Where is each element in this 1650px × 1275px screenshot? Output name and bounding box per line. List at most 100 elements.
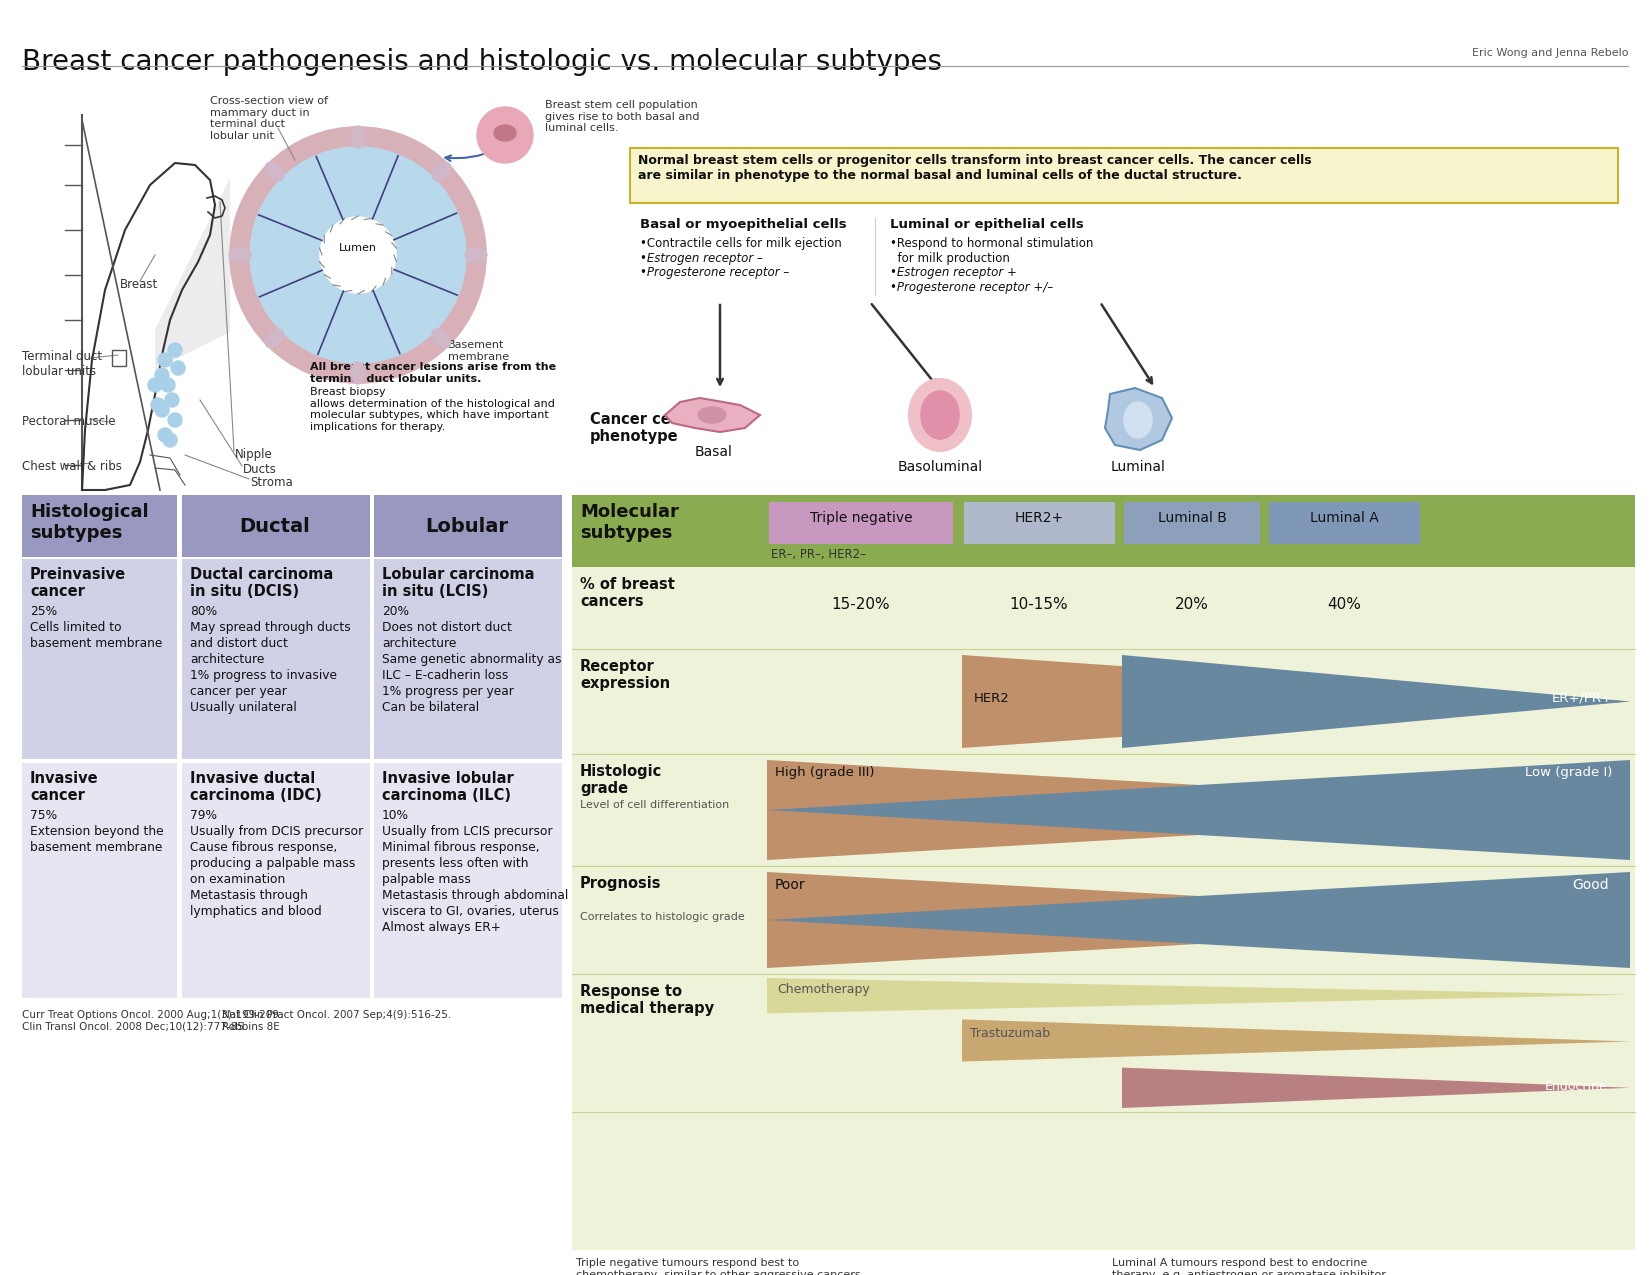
Polygon shape (1122, 655, 1630, 748)
Text: Normal breast stem cells or progenitor cells transform into breast cancer cells.: Normal breast stem cells or progenitor c… (639, 154, 1312, 182)
Polygon shape (1106, 388, 1171, 450)
Ellipse shape (1124, 402, 1152, 439)
Bar (375, 495, 563, 557)
Text: HER2: HER2 (974, 691, 1010, 705)
Bar (21, 762, 177, 998)
Circle shape (251, 147, 465, 363)
Bar (1269, 502, 1421, 544)
Bar (630, 148, 1619, 203)
Text: Stroma: Stroma (251, 476, 292, 490)
Text: Luminal A: Luminal A (1310, 511, 1378, 525)
Circle shape (168, 413, 182, 427)
Text: 80%
May spread through ducts
and distort duct
architecture
1% progress to invasi: 80% May spread through ducts and distort… (190, 606, 351, 714)
Text: Poor: Poor (776, 878, 805, 892)
Text: Molecular
subtypes: Molecular subtypes (581, 504, 678, 542)
Text: Basal: Basal (695, 445, 733, 459)
Bar (182, 495, 370, 557)
Circle shape (152, 398, 165, 412)
Circle shape (248, 145, 469, 365)
Text: •Progesterone receptor +/–: •Progesterone receptor +/– (889, 280, 1053, 295)
Ellipse shape (698, 407, 726, 423)
Text: •Progesterone receptor –: •Progesterone receptor – (640, 266, 789, 279)
Circle shape (320, 217, 396, 293)
Text: All breast cancer lesions arise from the
terminal duct lobular units.: All breast cancer lesions arise from the… (310, 362, 556, 384)
Bar (1124, 502, 1261, 544)
Circle shape (168, 343, 182, 357)
Text: Invasive lobular
carcinoma (ILC): Invasive lobular carcinoma (ILC) (383, 771, 513, 803)
Text: 15-20%: 15-20% (832, 597, 891, 612)
Text: Trastuzumab: Trastuzumab (970, 1028, 1049, 1040)
Polygon shape (1122, 1067, 1630, 1108)
Text: •Estrogen receptor +: •Estrogen receptor + (889, 266, 1016, 279)
Polygon shape (767, 760, 1630, 861)
Ellipse shape (229, 249, 251, 261)
Bar (112, 351, 125, 366)
Text: Basal or myoepithelial cells: Basal or myoepithelial cells (640, 218, 846, 231)
Ellipse shape (432, 329, 450, 348)
Polygon shape (767, 978, 1630, 1014)
Text: 10-15%: 10-15% (1010, 597, 1068, 612)
Ellipse shape (432, 162, 450, 181)
Text: 40%: 40% (1327, 597, 1361, 612)
Text: Chemotherapy: Chemotherapy (777, 983, 870, 996)
Bar (769, 502, 954, 544)
Bar (182, 558, 370, 759)
Polygon shape (767, 872, 1630, 968)
Text: Cross-section view of
mammary duct in
terminal duct
lobular unit: Cross-section view of mammary duct in te… (210, 96, 328, 140)
Circle shape (163, 434, 177, 448)
Text: Chest wall & ribs: Chest wall & ribs (21, 460, 122, 473)
Text: Nipple: Nipple (234, 448, 272, 462)
Text: Histologic
grade: Histologic grade (581, 764, 662, 797)
Text: % of breast
cancers: % of breast cancers (581, 578, 675, 609)
Text: Lobular carcinoma
in situ (LCIS): Lobular carcinoma in situ (LCIS) (383, 567, 535, 599)
Polygon shape (665, 398, 761, 432)
Bar (375, 762, 563, 998)
Text: Pectoral muscle: Pectoral muscle (21, 414, 116, 428)
Text: •Estrogen receptor –: •Estrogen receptor – (640, 252, 762, 265)
Ellipse shape (921, 391, 959, 439)
Text: Prognosis: Prognosis (581, 876, 662, 891)
Text: •Respond to hormonal stimulation: •Respond to hormonal stimulation (889, 237, 1094, 250)
Text: Cancer cell
phenotype: Cancer cell phenotype (591, 412, 681, 445)
Circle shape (158, 353, 172, 367)
Text: Curr Treat Options Oncol. 2000 Aug;1(3):199-209.
Clin Transl Oncol. 2008 Dec;10(: Curr Treat Options Oncol. 2000 Aug;1(3):… (21, 1010, 282, 1031)
Text: for milk production: for milk production (889, 252, 1010, 265)
Bar (21, 558, 177, 759)
Text: Breast stem cell population
gives rise to both basal and
luminal cells.: Breast stem cell population gives rise t… (544, 99, 700, 133)
Text: High (grade III): High (grade III) (776, 766, 875, 779)
Bar (21, 495, 177, 557)
Text: Luminal or epithelial cells: Luminal or epithelial cells (889, 218, 1084, 231)
Bar (182, 762, 370, 998)
Text: Response to
medical therapy: Response to medical therapy (581, 984, 714, 1016)
Circle shape (155, 368, 168, 382)
Circle shape (165, 393, 178, 407)
Text: Endocrine: Endocrine (1544, 1080, 1607, 1093)
Text: Level of cell differentiation: Level of cell differentiation (581, 799, 729, 810)
Text: Invasive ductal
carcinoma (IDC): Invasive ductal carcinoma (IDC) (190, 771, 322, 803)
Text: Breast cancer pathogenesis and histologic vs. molecular subtypes: Breast cancer pathogenesis and histologi… (21, 48, 942, 76)
Text: Basoluminal: Basoluminal (898, 460, 982, 474)
Text: Basement
membrane: Basement membrane (449, 340, 510, 362)
Text: Lobular: Lobular (426, 516, 508, 536)
Text: Histological
subtypes: Histological subtypes (30, 504, 148, 542)
Text: Breast biopsy
allows determination of the histological and
molecular subtypes, w: Breast biopsy allows determination of th… (310, 388, 554, 432)
Circle shape (477, 107, 533, 163)
Bar (375, 558, 563, 759)
Ellipse shape (351, 362, 365, 384)
Text: Preinvasive
cancer: Preinvasive cancer (30, 567, 125, 599)
Text: 75%
Extension beyond the
basement membrane: 75% Extension beyond the basement membra… (30, 810, 163, 854)
Text: Terminal duct
lobular units: Terminal duct lobular units (21, 351, 102, 377)
Circle shape (172, 361, 185, 375)
Text: Luminal A tumours respond best to endocrine
therapy, e.g. antiestrogen or aromat: Luminal A tumours respond best to endocr… (1112, 1258, 1389, 1275)
Text: Breast: Breast (120, 278, 158, 291)
Text: Good: Good (1572, 878, 1609, 892)
Text: 79%
Usually from DCIS precursor
Cause fibrous response,
producing a palpable mas: 79% Usually from DCIS precursor Cause fi… (190, 810, 363, 918)
Text: 25%
Cells limited to
basement membrane: 25% Cells limited to basement membrane (30, 606, 162, 650)
Text: Correlates to histologic grade: Correlates to histologic grade (581, 912, 744, 922)
Text: Low (grade I): Low (grade I) (1525, 766, 1612, 779)
Ellipse shape (493, 125, 516, 142)
Polygon shape (962, 655, 1630, 748)
Ellipse shape (351, 126, 365, 148)
Polygon shape (962, 1020, 1630, 1062)
Circle shape (148, 377, 162, 391)
